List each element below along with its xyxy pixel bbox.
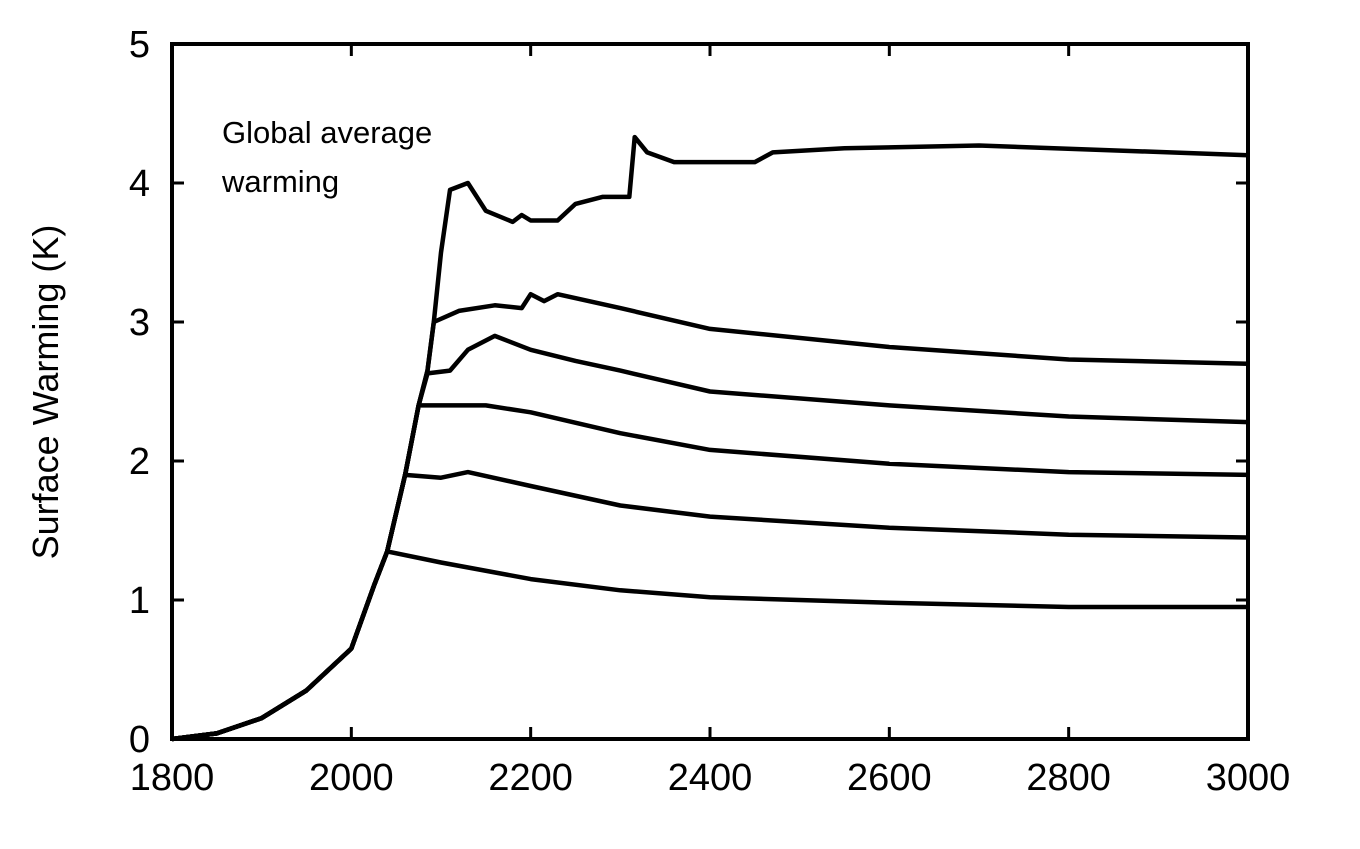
- y-tick-label: 1: [129, 580, 150, 622]
- y-tick-label: 5: [129, 24, 150, 66]
- x-tick-label: 3000: [1206, 757, 1291, 799]
- y-tick-label: 4: [129, 163, 150, 205]
- annotation-line-2: warming: [221, 164, 339, 199]
- x-tick-label: 2400: [668, 757, 753, 799]
- series-line-scenario-1: [171, 134, 1249, 742]
- x-tick-label: 2200: [488, 757, 573, 799]
- x-tick-label: 2800: [1026, 757, 1111, 799]
- x-tick-label: 1800: [130, 757, 215, 799]
- y-tick-label: 0: [129, 719, 150, 761]
- annotation-line-1: Global average: [222, 115, 432, 150]
- y-axis-label: Surface Warming (K): [25, 225, 66, 560]
- x-tick-label: 2600: [847, 757, 932, 799]
- series-line-scenario-3: [171, 333, 1249, 742]
- y-tick-label: 3: [129, 302, 150, 344]
- y-tick-label: 2: [129, 441, 150, 483]
- series-line-scenario-6: [171, 549, 1248, 742]
- x-tick-label: 2000: [309, 757, 394, 799]
- series-line-scenario-4: [171, 403, 1249, 742]
